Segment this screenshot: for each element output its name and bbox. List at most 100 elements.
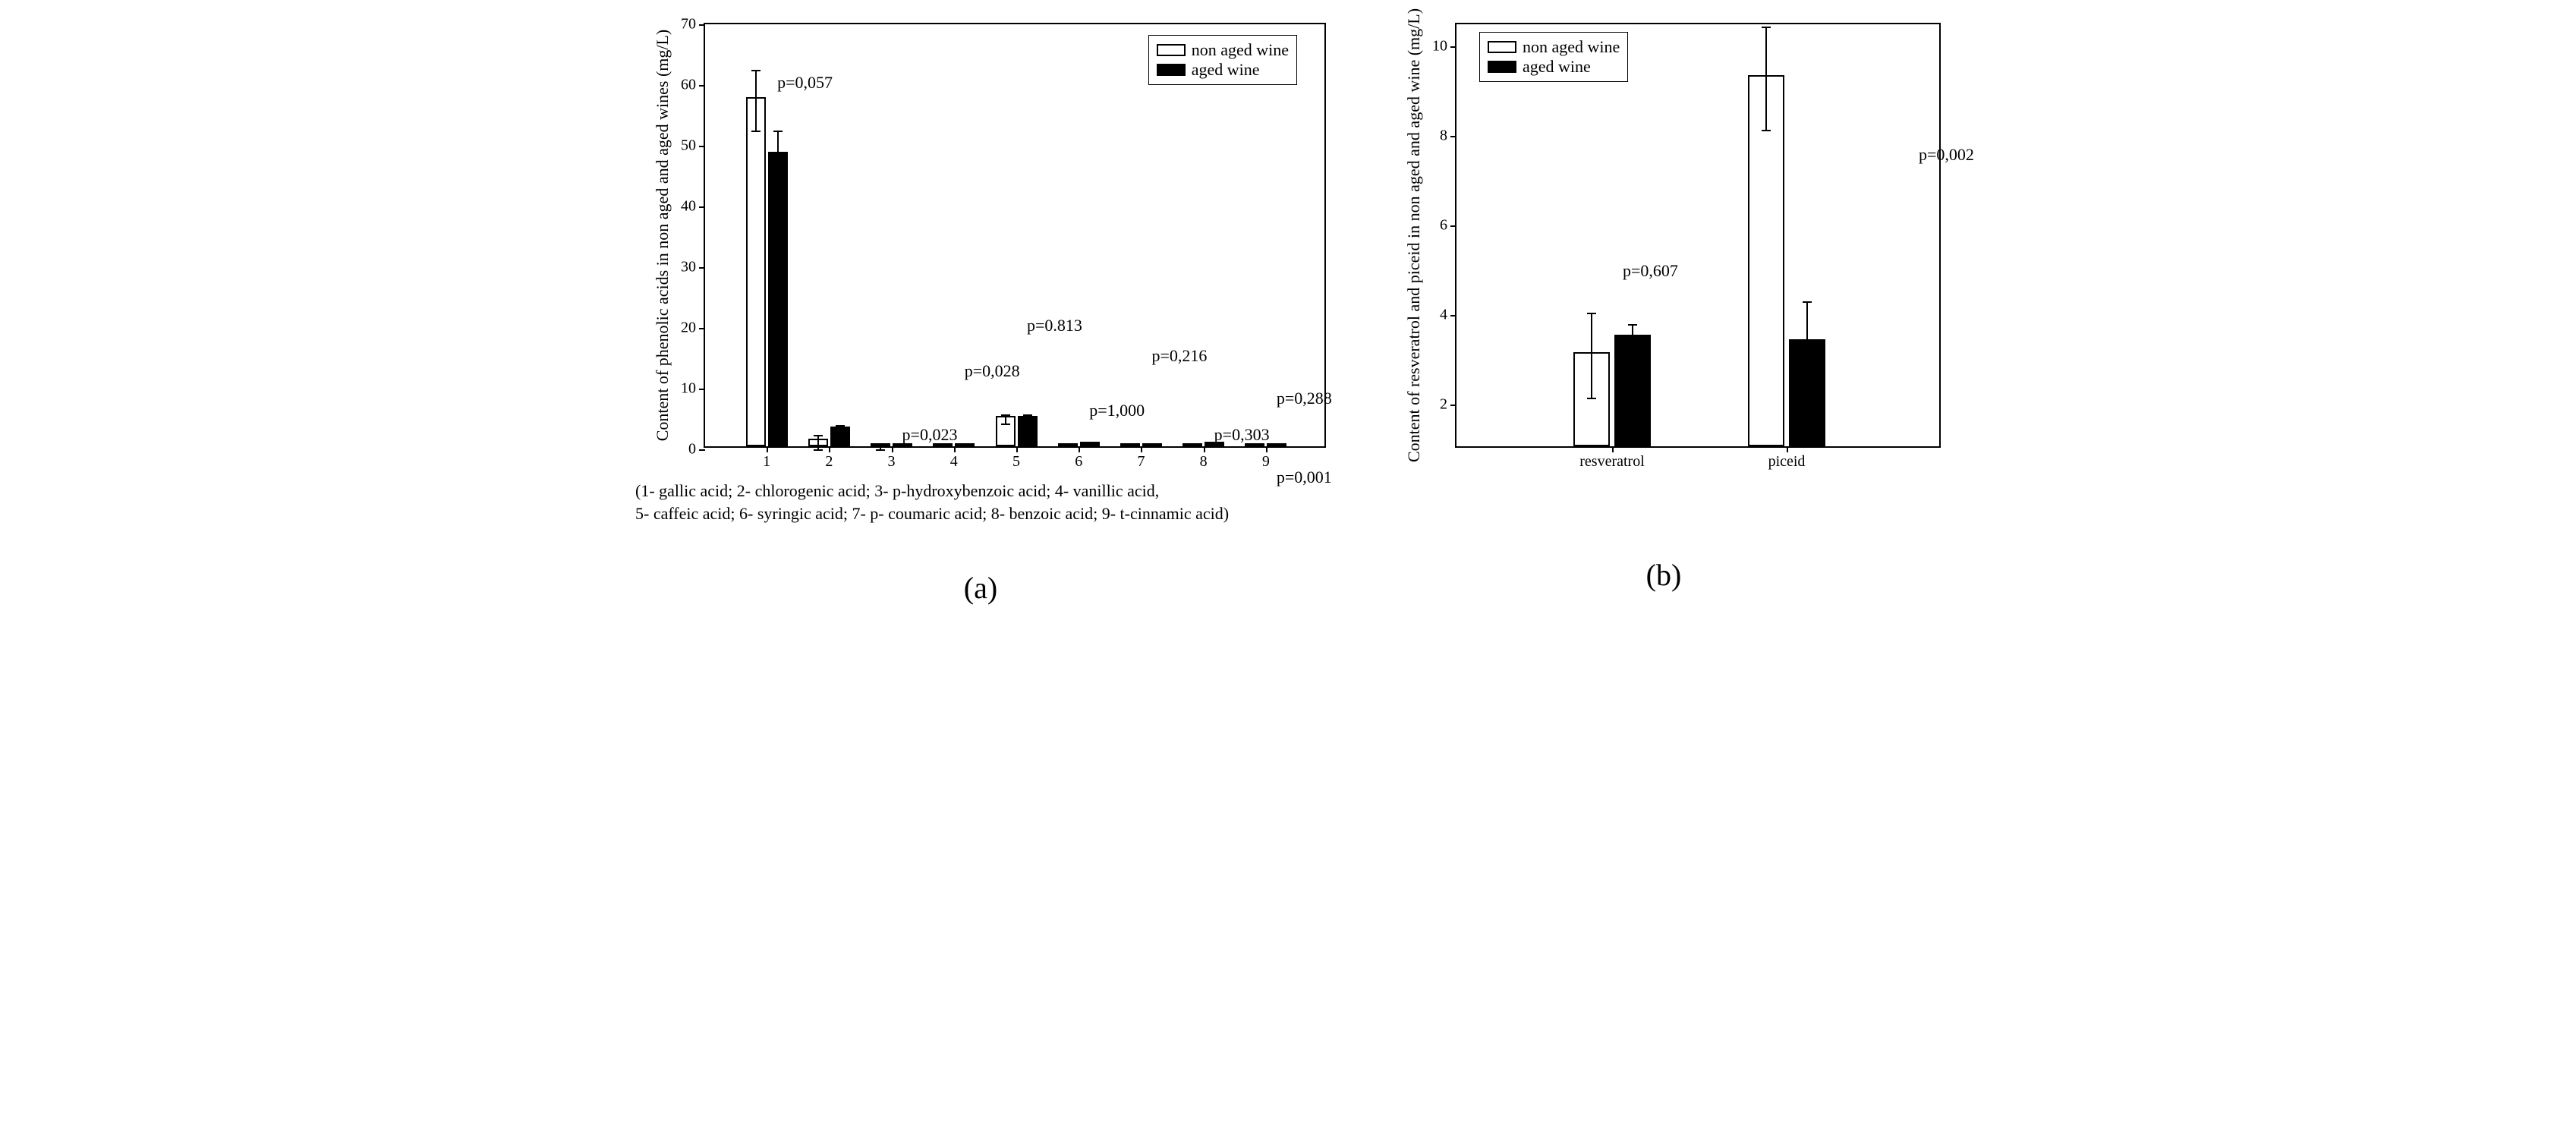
bar — [1058, 443, 1078, 446]
error-cap — [1587, 313, 1596, 314]
bar — [955, 443, 975, 446]
legend-row-non-aged-b: non aged wine — [1488, 37, 1620, 57]
error-cap — [814, 435, 823, 436]
error-cap — [773, 131, 783, 132]
chart-a-caption-line1: (1- gallic acid; 2- chlorogenic acid; 3-… — [635, 480, 1326, 502]
legend-swatch-aged — [1157, 64, 1186, 76]
error-cap — [814, 449, 823, 451]
error-cap — [1803, 383, 1812, 384]
y-tick-label: 30 — [669, 259, 696, 276]
legend-label-non-aged-b: non aged wine — [1523, 37, 1620, 57]
y-tick-label: 40 — [669, 198, 696, 216]
legend-label-aged-b: aged wine — [1523, 57, 1591, 77]
figure-row: Content of phenolic acids in non aged an… — [23, 23, 2553, 606]
error-bar — [1632, 324, 1633, 351]
x-tick-label: piceid — [1768, 453, 1806, 471]
x-tick-label: 9 — [1262, 453, 1270, 471]
y-tick — [699, 85, 705, 87]
error-bar — [777, 131, 779, 179]
p-value-annotation: p=0.813 — [1027, 316, 1082, 335]
y-tick — [699, 24, 705, 26]
error-cap — [876, 446, 885, 447]
x-tick-label: 4 — [950, 453, 958, 471]
chart-a-box: Content of phenolic acids in non aged an… — [704, 23, 1326, 448]
x-tick-label: 5 — [1012, 453, 1020, 471]
p-value-annotation: p=0,023 — [902, 425, 958, 445]
chart-b-box: Content of resveratrol and piceid in non… — [1455, 23, 1941, 448]
error-bar — [755, 70, 757, 131]
panel-a: Content of phenolic acids in non aged an… — [635, 23, 1326, 606]
x-tick — [1612, 446, 1614, 452]
y-tick-label: 70 — [669, 16, 696, 33]
y-tick-label: 8 — [1420, 128, 1447, 145]
legend-row-non-aged: non aged wine — [1157, 40, 1289, 60]
error-cap — [836, 435, 845, 436]
y-tick — [1450, 315, 1456, 316]
error-bar — [817, 435, 819, 449]
legend-swatch-aged-b — [1488, 61, 1516, 73]
x-tick — [767, 446, 768, 452]
p-value-annotation: p=0,288 — [1277, 389, 1332, 408]
chart-a-caption-line2: 5- caffeic acid; 6- syringic acid; 7- p-… — [635, 502, 1326, 525]
error-cap — [1628, 351, 1637, 352]
p-value-annotation: p=0,216 — [1151, 346, 1207, 366]
p-value-annotation: p=0,002 — [1919, 145, 1974, 165]
y-tick — [699, 206, 705, 208]
error-bar — [1806, 301, 1808, 382]
y-tick-label: 4 — [1420, 307, 1447, 324]
y-tick — [699, 389, 705, 390]
y-tick-label: 20 — [669, 320, 696, 337]
y-tick-label: 60 — [669, 77, 696, 94]
bar — [768, 152, 788, 446]
p-value-annotation: p=0,001 — [1277, 468, 1332, 487]
legend-row-aged-b: aged wine — [1488, 57, 1620, 77]
chart-a-caption: (1- gallic acid; 2- chlorogenic acid; 3-… — [635, 480, 1326, 524]
y-tick — [1450, 46, 1456, 48]
x-tick-label: resveratrol — [1579, 453, 1645, 471]
y-tick — [1450, 405, 1456, 406]
x-tick — [829, 446, 830, 452]
y-tick — [699, 328, 705, 329]
x-tick-label: 3 — [888, 453, 896, 471]
error-cap — [1001, 414, 1010, 416]
p-value-annotation: p=0,607 — [1623, 261, 1678, 281]
x-tick — [1787, 446, 1788, 452]
error-bar — [1591, 313, 1592, 398]
error-cap — [1023, 414, 1032, 416]
y-tick-label: 10 — [669, 380, 696, 398]
chart-a-legend: non aged wine aged wine — [1148, 35, 1297, 85]
error-cap — [1023, 424, 1032, 425]
error-cap — [751, 131, 761, 132]
x-tick — [1079, 446, 1080, 452]
error-cap — [773, 179, 783, 181]
p-value-annotation: p=0,057 — [777, 73, 833, 93]
p-value-annotation: p=0,303 — [1214, 425, 1270, 445]
error-cap — [1762, 130, 1771, 131]
y-tick-label: 0 — [669, 441, 696, 458]
error-bar — [1765, 27, 1767, 130]
x-tick — [1141, 446, 1142, 452]
x-tick — [1266, 446, 1268, 452]
bar — [1120, 443, 1140, 446]
x-tick-label: 1 — [763, 453, 770, 471]
legend-label-non-aged: non aged wine — [1192, 40, 1289, 60]
x-tick-label: 8 — [1200, 453, 1208, 471]
y-tick — [1450, 136, 1456, 137]
p-value-annotation: p=1,000 — [1089, 401, 1145, 420]
y-tick — [699, 267, 705, 269]
y-tick-label: 6 — [1420, 217, 1447, 235]
x-tick — [954, 446, 956, 452]
y-tick-label: 50 — [669, 137, 696, 155]
legend-swatch-non-aged-b — [1488, 41, 1516, 53]
x-tick — [1204, 446, 1205, 452]
error-cap — [876, 449, 885, 451]
chart-b-ylabel: Content of resveratrol and piceid in non… — [1404, 8, 1424, 462]
error-cap — [751, 70, 761, 71]
y-tick-label: 2 — [1420, 396, 1447, 414]
legend-row-aged: aged wine — [1157, 60, 1289, 80]
x-tick-label: 2 — [825, 453, 833, 471]
panel-b-letter: (b) — [1646, 557, 1682, 593]
y-tick — [699, 449, 705, 451]
chart-b-legend: non aged wine aged wine — [1479, 32, 1628, 82]
error-cap — [1628, 324, 1637, 326]
